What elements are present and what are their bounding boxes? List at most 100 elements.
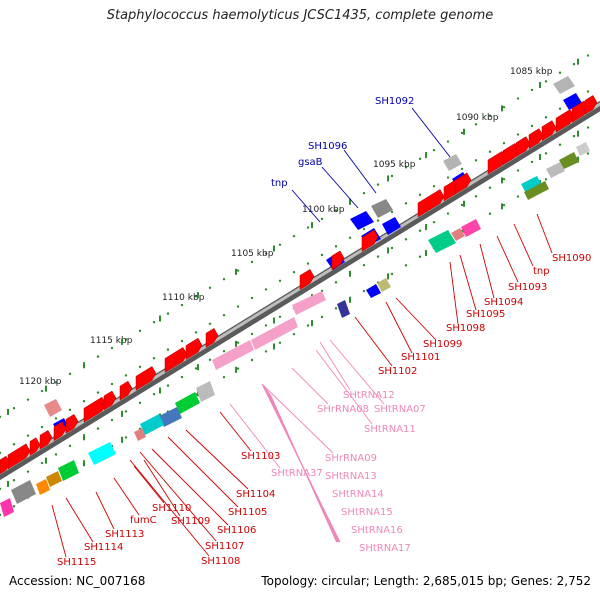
cds-arrow [205, 328, 219, 348]
gene-block [546, 162, 565, 178]
guide-dot [26, 470, 30, 473]
guide-dot [572, 62, 576, 66]
guide-dot [124, 410, 128, 413]
gene-block [521, 176, 543, 195]
guide-dot [250, 358, 254, 362]
guide-dot [12, 479, 16, 482]
guide-dot [418, 157, 422, 160]
leader-line [319, 341, 351, 391]
guide-dot [180, 303, 184, 307]
guide-dot [124, 338, 128, 341]
map-title: Staphylococcus haemolyticus JCSC1435, co… [106, 8, 494, 23]
gene-label: SHrRNA09 [325, 453, 377, 464]
gene-label: SHtRNA13 [325, 471, 377, 482]
scale-label: 1085 kbp [510, 67, 553, 77]
leader-line [167, 436, 239, 508]
guide-dot [390, 174, 394, 178]
guide-dot [544, 178, 548, 181]
gene-label: SH1092 [375, 96, 414, 107]
cds-arrow [119, 380, 133, 401]
genome-summary-text: Topology: circular; Length: 2,685,015 bp… [261, 574, 591, 588]
scale-label: 1090 kbp [456, 113, 499, 123]
guide-dot [432, 184, 436, 188]
guide-dot [460, 167, 464, 171]
gene-block [377, 278, 391, 292]
gene-label: SH1108 [201, 556, 240, 567]
guide-dot [222, 376, 226, 379]
gene-label: SHtRNA16 [351, 525, 403, 536]
guide-dot [292, 234, 296, 238]
guide-dot [530, 88, 534, 92]
cds-arrow [299, 269, 315, 290]
leader-line [291, 367, 329, 405]
guide-dot [432, 220, 436, 224]
gene-block [461, 219, 481, 237]
leader-line [51, 504, 67, 558]
gene-block [175, 392, 200, 414]
guide-dot [166, 348, 170, 351]
guide-dot [194, 295, 198, 298]
scale-label: 1095 kbp [373, 160, 416, 170]
guide-dot [306, 324, 310, 327]
leader-line [261, 383, 334, 454]
leader-line [151, 448, 229, 526]
guide-dots [0, 54, 590, 517]
gene-label: SH1093 [508, 282, 547, 293]
gene-block [443, 154, 462, 171]
gene-block [350, 211, 374, 230]
guide-dot [110, 382, 114, 386]
guide-dot [264, 324, 268, 327]
guide-dot [376, 219, 380, 222]
guide-dot [474, 159, 478, 162]
gene-block [553, 76, 575, 94]
guide-dot [138, 329, 142, 333]
gene-label: SH1105 [228, 507, 267, 518]
guide-dot [334, 209, 338, 212]
leader-line [411, 107, 451, 158]
guide-dot [222, 350, 226, 353]
cds-arrow [164, 347, 188, 373]
leader-line [329, 339, 385, 405]
gene-label: SH1096 [308, 141, 347, 152]
gene-label: SH1113 [105, 529, 144, 540]
guide-dot [54, 381, 58, 384]
cds-arrow [541, 120, 557, 142]
cds-arrow [53, 421, 67, 442]
guide-dot [40, 425, 44, 429]
guide-dot [516, 133, 520, 136]
leader-line [291, 189, 321, 223]
guide-dot [516, 97, 520, 100]
cds-arrow [39, 430, 53, 450]
guide-dot [40, 389, 44, 393]
guide-dot [180, 375, 184, 379]
guide-dot [208, 286, 212, 290]
leader-line [95, 491, 115, 530]
gene-label: SH1099 [423, 339, 462, 350]
guide-dot [586, 54, 590, 57]
guide-dot [446, 176, 450, 179]
guide-dot [376, 183, 380, 186]
guide-dot [390, 210, 394, 214]
guide-dot [278, 315, 282, 318]
guide-dot [292, 270, 296, 274]
gene-block [428, 230, 456, 253]
guide-dot [166, 312, 170, 315]
guide-dot [530, 124, 534, 128]
leader-line [269, 394, 337, 543]
guide-dot [544, 116, 548, 119]
guide-dot [320, 253, 324, 257]
gene-label: SH1104 [236, 489, 275, 500]
guide-dot [208, 322, 212, 326]
guide-dot [292, 332, 296, 336]
guide-dot [376, 255, 380, 258]
rrna-feature [292, 291, 326, 315]
scale-label: 1110 kbp [162, 293, 205, 303]
guide-dot [530, 160, 534, 164]
guide-dot [236, 305, 240, 308]
leader-line [385, 301, 413, 354]
guide-dot [96, 427, 100, 430]
gene-block [371, 199, 393, 218]
gene-label: SHtRNA17 [359, 543, 411, 554]
gene-block [134, 428, 146, 441]
